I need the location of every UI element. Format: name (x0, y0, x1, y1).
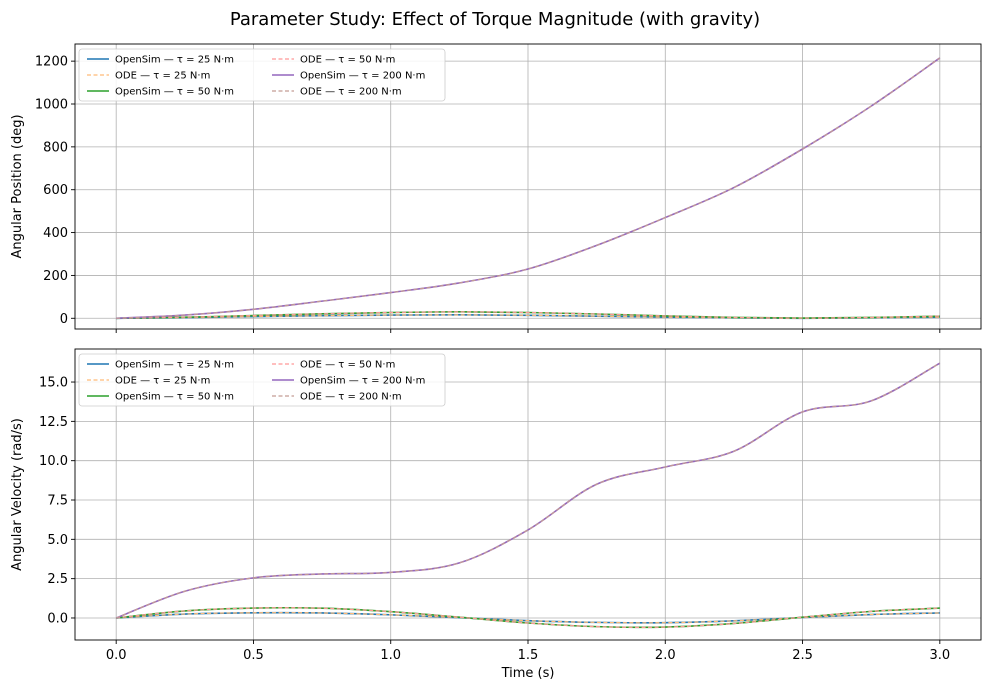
y-axis-label: Angular Position (deg) (10, 114, 25, 258)
y-axis-label: Angular Velocity (rad/s) (10, 418, 25, 571)
series-line-3 (116, 607, 940, 628)
legend-label-0: OpenSim — τ = 25 N·m (115, 360, 234, 371)
legend-label-1: ODE — τ = 25 N·m (115, 71, 210, 82)
y-tick-label: 2.5 (47, 572, 68, 587)
legend-label-5: ODE — τ = 200 N·m (300, 392, 402, 403)
legend-label-2: OpenSim — τ = 50 N·m (115, 392, 234, 403)
figure-title: Parameter Study: Effect of Torque Magnit… (230, 9, 760, 30)
series-line-1 (116, 612, 940, 624)
y-tick-label: 400 (43, 226, 68, 241)
series-group (116, 57, 941, 320)
y-tick-label: 0.0 (47, 611, 68, 626)
legend-label-5: ODE — τ = 200 N·m (300, 87, 402, 98)
x-axis-label: Time (s) (501, 666, 555, 681)
legend-box (78, 353, 446, 407)
y-tick-label: 800 (43, 140, 68, 155)
series-line-5 (115, 362, 941, 619)
legend: OpenSim — τ = 25 N·m ODE — τ = 25 N·m Open… (78, 48, 446, 102)
legend-box (78, 48, 446, 102)
legend-label-3: ODE — τ = 50 N·m (300, 55, 395, 66)
y-tick-label: 12.5 (39, 415, 68, 430)
y-tick-label: 600 (43, 183, 68, 198)
legend: OpenSim — τ = 25 N·m ODE — τ = 25 N·m Open… (78, 353, 446, 407)
x-tick-label: 2.5 (792, 648, 813, 663)
position-panel: 0 200 400 600 800 1000 1200 Angular Position (d… (10, 43, 982, 333)
x-tick-label: 1.5 (518, 648, 539, 663)
legend-label-3: ODE — τ = 50 N·m (300, 360, 395, 371)
y-tick-label: 10.0 (39, 454, 68, 469)
x-tick-label: 3.0 (929, 648, 950, 663)
x-tick-label: 0.0 (106, 648, 127, 663)
x-tick-label: 1.0 (380, 648, 401, 663)
legend-label-0: OpenSim — τ = 25 N·m (115, 55, 234, 66)
x-tick-label: 2.0 (655, 648, 676, 663)
legend-label-1: ODE — τ = 25 N·m (115, 376, 210, 387)
velocity-panel: 0.0 0.5 1.0 1.5 2.0 2.5 3.0 0.0 2.5 5.0 7.5 10.0 12.… (10, 348, 982, 681)
series-group (115, 362, 941, 629)
y-tick-label: 1200 (35, 55, 68, 70)
y-tick-label: 5.0 (47, 533, 68, 548)
legend-label-4: OpenSim — τ = 200 N·m (300, 71, 425, 82)
x-tick-label: 0.5 (243, 648, 264, 663)
series-line-3 (116, 311, 940, 319)
legend-label-4: OpenSim — τ = 200 N·m (300, 376, 425, 387)
series-line-5 (116, 57, 941, 319)
legend-label-2: OpenSim — τ = 50 N·m (115, 87, 234, 98)
y-tick-label: 1000 (35, 98, 68, 113)
y-tick-label: 15.0 (39, 376, 68, 391)
y-tick-label: 7.5 (47, 494, 68, 509)
y-tick-label: 0 (60, 312, 68, 327)
y-tick-label: 200 (43, 269, 68, 284)
